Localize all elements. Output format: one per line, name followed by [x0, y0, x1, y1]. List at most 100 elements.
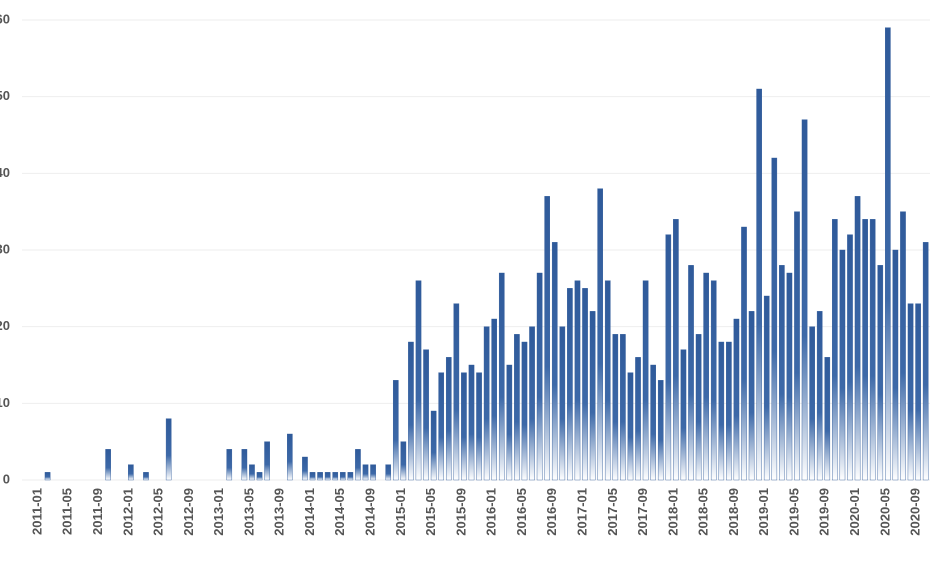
x-tick-label: 2012-01	[120, 488, 135, 536]
bar	[680, 349, 687, 481]
x-tick-label: 2015-09	[453, 488, 468, 536]
bar	[673, 219, 679, 481]
bar	[544, 196, 550, 481]
bar	[741, 226, 747, 481]
bar	[498, 272, 505, 481]
bar	[332, 472, 339, 481]
bar	[809, 326, 815, 481]
x-tick-label: 2013-09	[272, 488, 287, 536]
bar	[703, 272, 709, 481]
bar	[794, 211, 800, 481]
bar	[597, 188, 603, 481]
bar	[779, 265, 785, 481]
bar	[816, 311, 823, 481]
bar	[370, 464, 376, 481]
bar	[392, 380, 399, 481]
bar	[165, 418, 172, 481]
bar	[877, 265, 884, 481]
bar	[445, 357, 452, 481]
x-tick-label: 2016-01	[484, 488, 499, 536]
y-tick-label: 30	[0, 241, 10, 256]
x-tick-label: 2020-09	[908, 488, 923, 536]
bar	[907, 303, 914, 481]
bar	[847, 234, 853, 481]
bar	[824, 357, 831, 481]
bar	[582, 288, 588, 481]
bar	[688, 265, 694, 481]
bar	[665, 234, 672, 481]
x-tick-label: 2018-01	[665, 488, 680, 536]
bar	[900, 211, 906, 481]
bar	[832, 219, 838, 481]
x-tick-label: 2019-01	[756, 488, 771, 536]
bar	[726, 341, 732, 481]
bar	[430, 410, 437, 481]
bar	[551, 242, 558, 481]
bar	[105, 449, 111, 481]
x-tick-label: 2011-01	[29, 488, 44, 535]
bar	[718, 341, 725, 481]
x-tick-label: 2017-01	[574, 488, 589, 536]
bar	[415, 280, 422, 481]
bar	[256, 472, 263, 481]
bar	[491, 318, 498, 481]
y-tick-label: 10	[0, 395, 10, 410]
y-tick-label: 40	[0, 165, 10, 180]
bar	[461, 372, 467, 481]
bar	[862, 219, 868, 481]
bar	[710, 280, 717, 481]
bar	[763, 295, 770, 481]
x-tick-label: 2018-09	[726, 488, 741, 536]
bar	[771, 157, 778, 481]
y-tick-label: 50	[0, 88, 10, 103]
bar	[385, 464, 392, 481]
bar	[915, 303, 921, 481]
bar	[287, 433, 293, 481]
x-tick-label: 2019-05	[786, 488, 801, 536]
bar	[801, 119, 808, 481]
bar	[143, 472, 149, 481]
x-tick-label: 2011-05	[60, 488, 75, 535]
bar	[476, 372, 482, 481]
bar	[567, 288, 573, 481]
x-tick-label: 2012-05	[151, 488, 166, 536]
bar	[128, 464, 134, 481]
bar	[317, 472, 323, 481]
x-tick-label: 2016-05	[514, 488, 529, 536]
bar	[756, 88, 762, 481]
bar	[453, 303, 460, 481]
bar	[589, 311, 596, 481]
bar	[241, 449, 248, 481]
x-tick-label: 2013-05	[241, 488, 256, 536]
x-tick-label: 2016-09	[544, 488, 559, 536]
x-tick-label: 2014-05	[332, 488, 347, 536]
bar	[627, 372, 634, 481]
bar	[620, 334, 626, 481]
x-tick-label: 2014-09	[363, 488, 378, 536]
x-tick-label: 2018-05	[696, 488, 711, 536]
bar	[302, 456, 308, 481]
bar	[642, 280, 649, 481]
bar	[885, 27, 891, 481]
bar	[536, 272, 543, 481]
x-tick-label: 2011-09	[90, 488, 105, 535]
bar	[695, 334, 702, 481]
x-tick-label: 2020-01	[847, 488, 862, 536]
bar	[309, 472, 316, 481]
bar	[521, 341, 528, 481]
x-tick-label: 2017-09	[635, 488, 650, 536]
bar	[869, 219, 876, 481]
bar	[733, 318, 740, 481]
bar	[892, 249, 899, 481]
bar	[483, 326, 490, 481]
y-tick-label: 60	[0, 11, 10, 26]
bar	[355, 449, 361, 481]
x-tick-label: 2015-01	[393, 488, 408, 536]
bar	[44, 472, 51, 481]
bar	[408, 341, 414, 481]
bar	[635, 357, 641, 481]
bar	[264, 441, 270, 481]
x-tick-label: 2017-05	[605, 488, 620, 536]
bar	[559, 326, 566, 481]
